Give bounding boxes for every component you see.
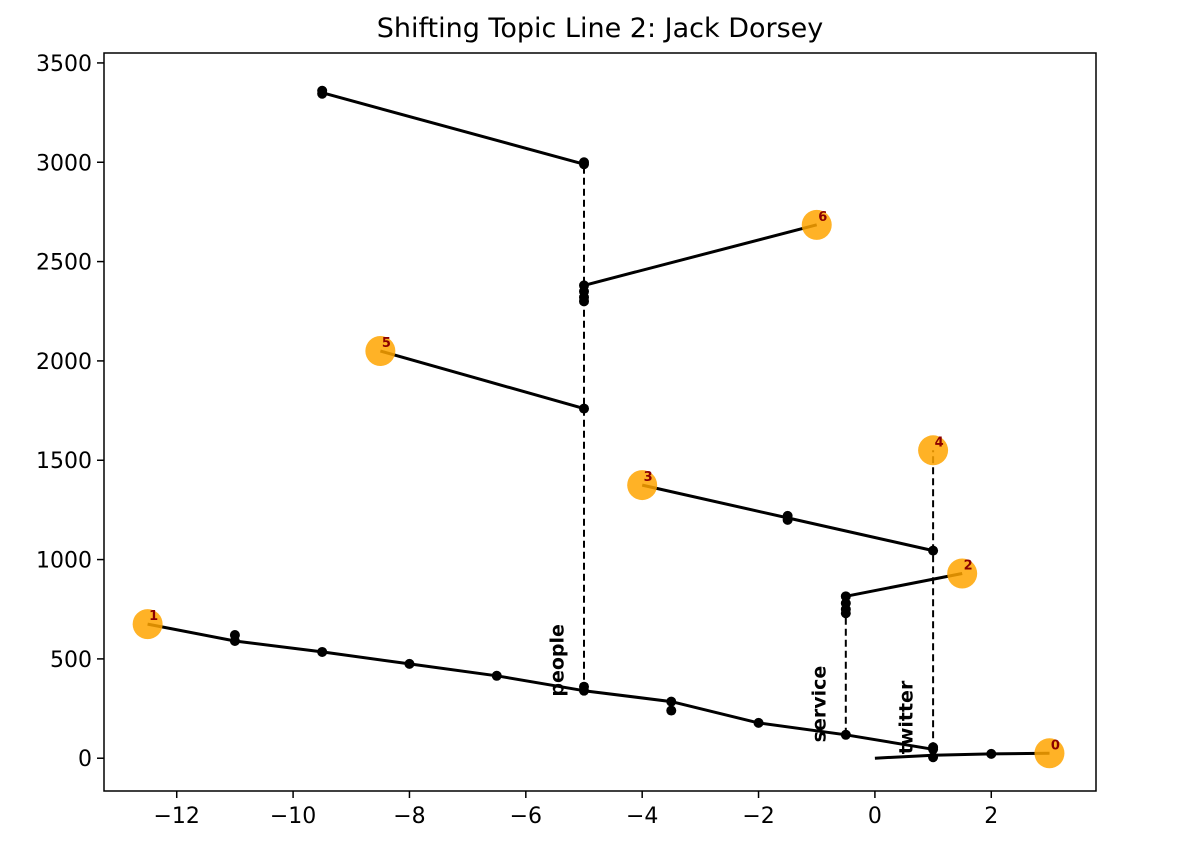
y-tick-label: 1500 xyxy=(36,449,92,474)
x-tick-label: −8 xyxy=(393,804,425,829)
solid-segment xyxy=(321,91,585,166)
highlight-point xyxy=(132,609,163,640)
y-tick-label: 2500 xyxy=(36,251,92,276)
highlight-label: 3 xyxy=(644,470,653,485)
highlight-label: 6 xyxy=(818,210,827,225)
highlight-label: 4 xyxy=(935,435,944,450)
data-point xyxy=(229,636,240,647)
y-tick-label: 2000 xyxy=(36,350,92,375)
x-tick-label: −12 xyxy=(154,804,200,829)
data-point xyxy=(579,403,589,414)
data-point xyxy=(579,685,589,696)
highlight-point xyxy=(947,558,978,589)
highlight-point xyxy=(365,335,396,366)
y-tick-label: 500 xyxy=(50,648,92,673)
topic-label: twitter xyxy=(896,680,918,754)
highlight-label: 1 xyxy=(149,609,158,624)
plot-frame xyxy=(103,52,1097,792)
topic-annotations: people service twitter xyxy=(547,624,918,754)
highlight-label: 0 xyxy=(1051,738,1060,753)
highlight-label: 2 xyxy=(964,558,973,573)
data-point xyxy=(928,545,939,556)
x-tick-label: 0 xyxy=(868,804,882,829)
topic-label: people xyxy=(547,624,569,697)
solid-segment xyxy=(147,622,934,751)
highlight-point xyxy=(1034,738,1065,769)
solid-segment xyxy=(583,223,818,287)
data-point xyxy=(782,514,793,525)
data-point xyxy=(928,752,939,763)
data-point xyxy=(579,296,589,307)
solid-segment xyxy=(379,349,585,411)
data-point xyxy=(491,670,502,681)
x-tick-label: −4 xyxy=(626,804,658,829)
x-tick-label: −10 xyxy=(270,804,316,829)
highlight-point xyxy=(627,470,658,501)
data-point xyxy=(404,658,415,669)
highlight-point xyxy=(918,435,949,466)
data-point xyxy=(840,591,851,602)
y-tick-label: 1000 xyxy=(36,549,92,574)
y-tick-label: 0 xyxy=(78,747,92,772)
data-point xyxy=(753,717,764,728)
y-tick-label: 3000 xyxy=(36,151,92,176)
dashed-lines xyxy=(583,164,935,750)
y-tick-label: 3500 xyxy=(36,52,92,77)
data-point xyxy=(840,608,851,619)
markers xyxy=(229,85,997,763)
topic-label: service xyxy=(808,666,830,743)
data-point xyxy=(317,646,328,657)
solid-segment xyxy=(845,572,963,598)
data-point xyxy=(928,744,939,755)
highlight-label: 5 xyxy=(382,336,391,351)
data-point xyxy=(986,748,997,759)
x-tick-label: −2 xyxy=(742,804,774,829)
x-tick-label: −6 xyxy=(510,804,542,829)
highlight-point xyxy=(801,209,832,240)
data-point xyxy=(666,696,677,707)
solid-segment xyxy=(874,751,1050,760)
data-point xyxy=(317,88,328,99)
solid-lines xyxy=(147,91,1050,760)
y-axis-ticks: 0 500 1000 1500 2000 2500 3000 3500 xyxy=(36,52,104,772)
chart-title: Shifting Topic Line 2: Jack Dorsey xyxy=(377,13,824,44)
data-point xyxy=(840,729,851,740)
data-point xyxy=(579,159,589,170)
x-axis-ticks: −12 −10 −8 −6 −4 −2 0 2 xyxy=(154,791,998,829)
data-point xyxy=(666,705,677,716)
x-tick-label: 2 xyxy=(984,804,998,829)
highlight-points: 0 1 2 3 4 5 6 xyxy=(132,209,1065,769)
